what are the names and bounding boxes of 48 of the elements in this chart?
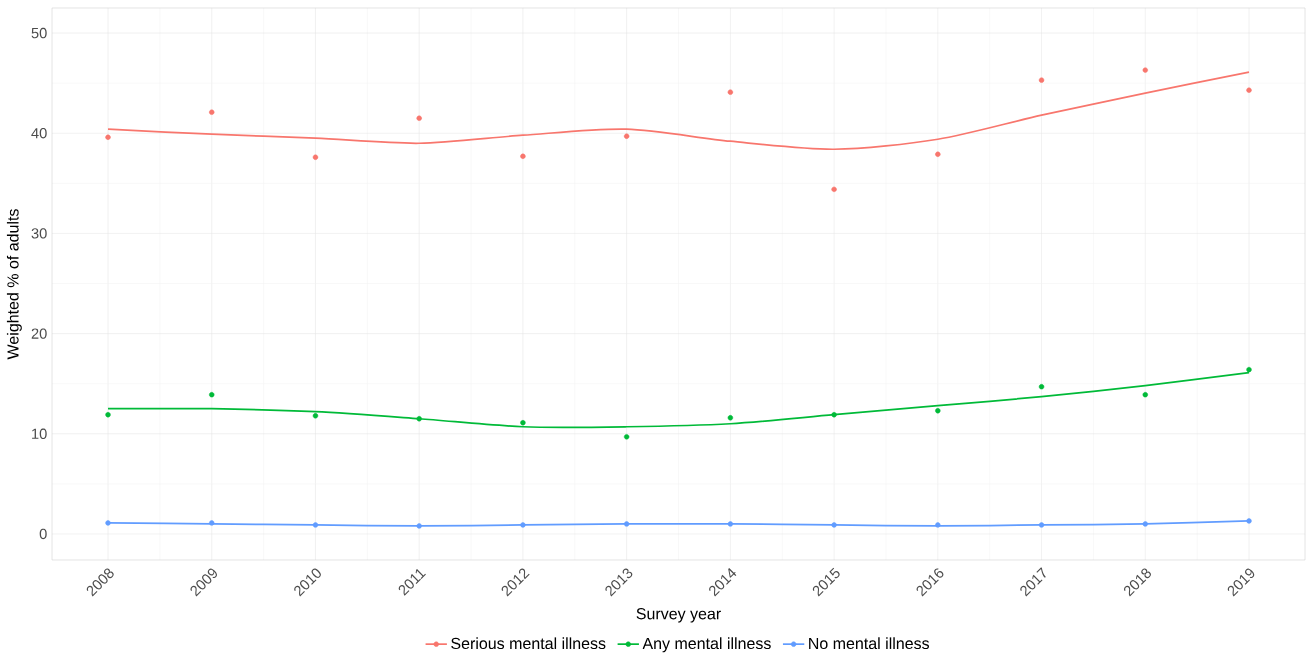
point <box>727 89 734 95</box>
point <box>1038 384 1045 390</box>
point <box>416 115 422 121</box>
point <box>831 412 837 418</box>
point <box>831 186 837 192</box>
point <box>209 520 215 526</box>
y-axis-title: Weighted % of adults <box>6 209 22 360</box>
point <box>1246 518 1252 524</box>
legend-label: Serious mental illness <box>451 637 606 650</box>
point <box>1038 77 1045 83</box>
point <box>935 522 941 528</box>
point <box>520 522 526 528</box>
point <box>105 134 111 140</box>
point <box>416 416 422 422</box>
point <box>1142 392 1148 398</box>
point <box>1038 522 1045 528</box>
point <box>1246 366 1252 373</box>
y-tick-label: 50 <box>31 27 47 39</box>
point <box>623 133 630 139</box>
point <box>935 408 941 414</box>
point <box>416 523 422 529</box>
point <box>727 415 734 421</box>
point <box>935 151 941 157</box>
point <box>520 420 526 426</box>
point <box>312 522 319 528</box>
point <box>1142 67 1148 73</box>
point <box>312 154 319 160</box>
point <box>105 412 111 418</box>
point <box>727 521 734 527</box>
legend-label: Any mental illness <box>642 637 771 653</box>
legend-label: No mental illness <box>809 637 930 650</box>
point <box>623 434 630 440</box>
point <box>105 520 111 526</box>
y-tick-label: 30 <box>31 228 47 239</box>
point <box>1246 87 1252 93</box>
y-tick-label: 40 <box>31 128 47 139</box>
line-series <box>107 71 1250 151</box>
point <box>312 413 319 419</box>
point <box>1142 521 1148 527</box>
point <box>520 153 526 159</box>
point <box>209 109 215 115</box>
y-tick-label: 0 <box>39 528 47 540</box>
y-tick-label: 20 <box>31 328 47 339</box>
point <box>209 392 215 398</box>
x-axis-title: Survey year <box>636 608 721 623</box>
point <box>831 522 837 528</box>
point <box>623 521 630 527</box>
y-tick-label: 10 <box>32 428 47 439</box>
